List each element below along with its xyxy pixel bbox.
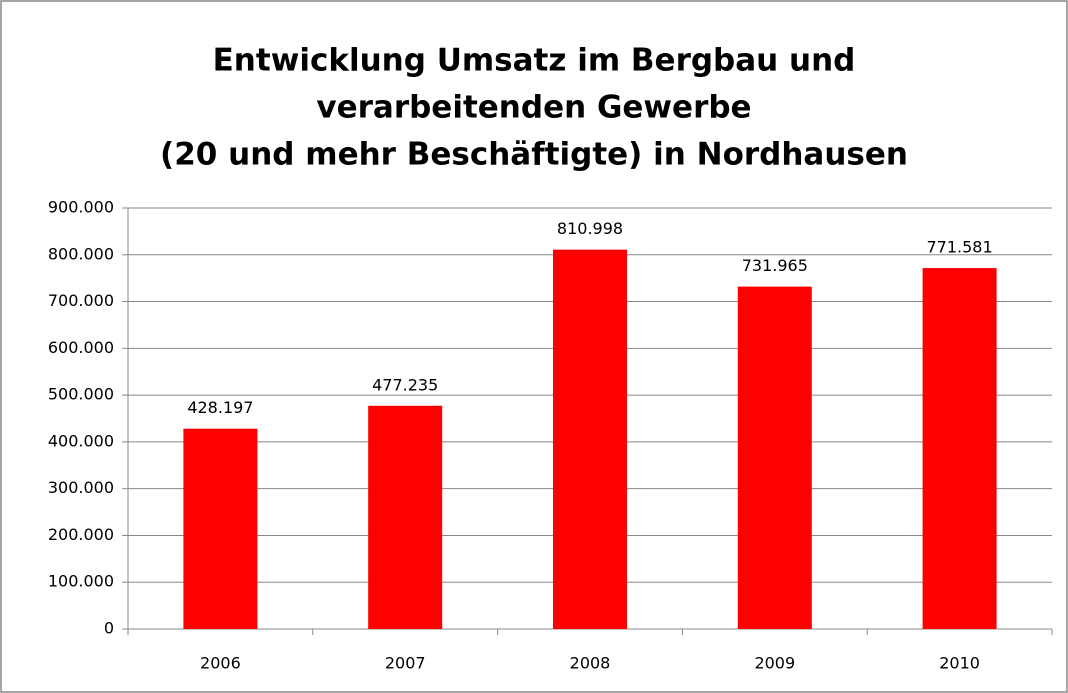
y-tick-label: 300.000 [48,478,114,497]
bar [368,405,443,629]
data-label: 477.235 [372,375,438,394]
chart-title: verarbeitenden Gewerbe [316,90,751,126]
y-tick-label: 0 [104,619,114,638]
y-tick-label: 500.000 [48,385,114,404]
y-tick-label: 400.000 [48,431,114,450]
y-tick-label: 100.000 [48,572,114,591]
x-tick-label: 2006 [200,654,241,673]
y-tick-label: 200.000 [48,525,114,544]
x-tick-label: 2010 [939,654,980,673]
data-label: 731.965 [742,256,808,275]
bar [922,268,997,629]
x-tick-label: 2008 [570,654,611,673]
data-label: 771.581 [927,238,993,257]
data-label: 810.998 [557,219,623,238]
x-tick-label: 2009 [754,654,795,673]
y-tick-label: 700.000 [48,291,114,310]
y-tick-label: 800.000 [48,244,114,263]
chart-title: (20 und mehr Beschäftigte) in Nordhausen [160,137,908,173]
bar [553,249,627,629]
y-tick-label: 600.000 [48,338,114,357]
bar [183,428,258,629]
x-tick-label: 2007 [385,654,426,673]
bar [737,286,812,629]
chart-title: Entwicklung Umsatz im Bergbau und [213,43,856,79]
y-tick-label: 900.000 [48,198,114,217]
data-label: 428.197 [187,398,253,417]
